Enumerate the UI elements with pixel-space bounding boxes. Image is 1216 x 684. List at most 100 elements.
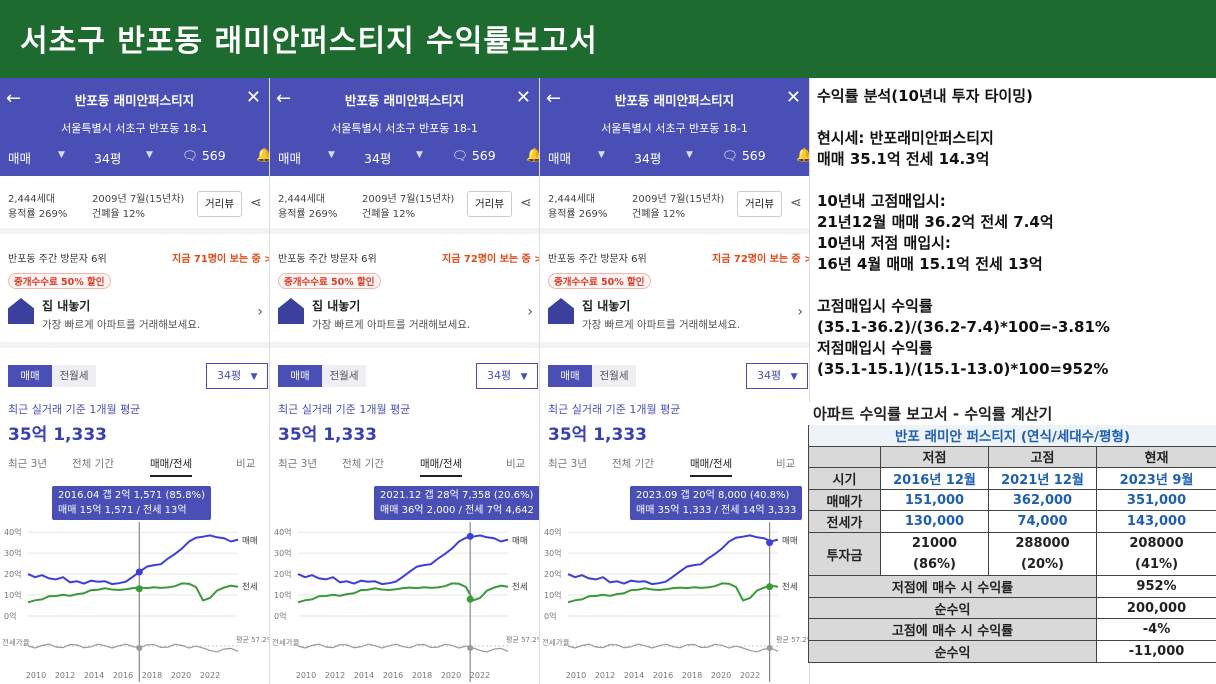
low-net-profit-label: 순수익 (808, 596, 1097, 620)
back-arrow-icon[interactable]: ← (276, 88, 292, 109)
divider (270, 228, 539, 234)
floor-area-ratio: 용적률 269% (8, 209, 68, 220)
average-price: 35억 1,333 (278, 425, 377, 445)
series-label: 매매 (242, 537, 258, 547)
deal-type-select[interactable]: 매매 (278, 151, 302, 166)
share-icon[interactable]: ⋖ (520, 195, 532, 211)
series-label: 전세 (242, 582, 258, 593)
high-net-profit-label: 순수익 (808, 639, 1097, 663)
street-view-button[interactable]: 거리뷰 (467, 191, 512, 217)
comment-count-value: 569 (741, 148, 766, 163)
high-return-label: 고점매입시 수익률 (817, 297, 933, 315)
household-info: 2,444세대 용적률 269% (278, 192, 337, 222)
speech-bubble-icon: 🗨 (182, 148, 198, 163)
coverage-ratio: 건폐율 12% (632, 209, 686, 220)
ratio-line (27, 643, 239, 653)
comment-count-value: 569 (471, 148, 496, 163)
close-icon[interactable]: ✕ (245, 87, 261, 108)
back-arrow-icon[interactable]: ← (546, 88, 562, 109)
deal-type-select[interactable]: 매매 (548, 151, 572, 166)
viewing-now-link[interactable]: 지금 72명이 보는 중 > (442, 254, 540, 265)
period-tab-sale-jeonse[interactable]: 매매/전세 (150, 456, 193, 477)
bell-icon[interactable]: 🔔 (526, 148, 539, 163)
share-icon[interactable]: ⋖ (250, 195, 262, 211)
share-icon[interactable]: ⋖ (790, 195, 802, 211)
tab-rent[interactable]: 전월세 (592, 365, 636, 387)
header-empty (808, 445, 881, 469)
period-tab-all[interactable]: 전체 기간 (72, 458, 114, 470)
close-icon[interactable]: ✕ (515, 87, 531, 108)
chevron-right-icon[interactable]: › (257, 304, 263, 320)
tab-sale[interactable]: 매매 (8, 365, 52, 387)
high-net-profit: -11,000 (1095, 639, 1216, 663)
app-header: ← 반포동 래미안퍼스티지 ✕ 서울특별시 서초구 반포동 18-1 매매 ▼ … (270, 78, 539, 176)
comment-count-value: 569 (201, 148, 226, 163)
street-view-button[interactable]: 거리뷰 (197, 191, 242, 217)
period-tab-sale-jeonse[interactable]: 매매/전세 (690, 456, 733, 477)
x-tick-label: 2018 (142, 671, 162, 680)
chart-size-select[interactable]: 34평 ▼ (476, 363, 538, 389)
period-tab-all[interactable]: 전체 기간 (612, 458, 654, 470)
divider (270, 342, 539, 348)
period-high: 2021년 12월 (988, 467, 1097, 490)
current-values: 매매 35.1억 전세 14.3억 (817, 150, 990, 168)
list-house-title[interactable]: 집 내놓기 (312, 299, 361, 313)
back-arrow-icon[interactable]: ← (6, 88, 22, 109)
close-icon[interactable]: ✕ (785, 87, 801, 108)
sale-now: 351,000 (1095, 488, 1216, 512)
bell-icon[interactable]: 🔔 (256, 148, 269, 163)
list-house-title[interactable]: 집 내놓기 (582, 299, 631, 313)
tooltip-price-line: 매매 15억 1,571 / 전세 13억 (58, 505, 187, 516)
size-select[interactable]: 34평 (94, 151, 122, 166)
chevron-right-icon[interactable]: › (527, 304, 533, 320)
x-tick-label: 2016 (383, 671, 403, 680)
bell-icon[interactable]: 🔔 (796, 148, 809, 163)
chart-size-select[interactable]: 34평 ▼ (746, 363, 808, 389)
viewing-now-link[interactable]: 지금 72명이 보는 중 > (712, 254, 810, 265)
current-label: 현시세: 반포래미안퍼스티지 (817, 129, 994, 147)
caret-down-icon: ▼ (520, 372, 528, 382)
period-tab-compare[interactable]: 비교 (776, 458, 796, 470)
street-view-button[interactable]: 거리뷰 (737, 191, 782, 217)
x-tick-label: 2014 (354, 671, 374, 680)
analysis-heading: 수익률 분석(10년내 투자 타이밍) (817, 87, 1033, 105)
comment-count[interactable]: 🗨 569 (722, 148, 766, 164)
size-select[interactable]: 34평 (634, 151, 662, 166)
period-tab-compare[interactable]: 비교 (236, 458, 256, 470)
tab-rent[interactable]: 전월세 (52, 365, 96, 387)
house-icon (8, 298, 34, 324)
deal-type-select[interactable]: 매매 (8, 151, 32, 166)
high-label: 10년내 고점매입시: (817, 192, 946, 210)
tab-sale[interactable]: 매매 (548, 365, 592, 387)
comment-count[interactable]: 🗨 569 (182, 148, 226, 164)
cursor-point-sale (135, 568, 143, 576)
chevron-down-icon: ▼ (598, 150, 605, 160)
tab-sale[interactable]: 매매 (278, 365, 322, 387)
period-tab-sale-jeonse[interactable]: 매매/전세 (420, 456, 463, 477)
tab-rent[interactable]: 전월세 (322, 365, 366, 387)
chevron-down-icon: ▼ (686, 150, 693, 160)
chevron-right-icon[interactable]: › (797, 304, 803, 320)
period-tab-compare[interactable]: 비교 (506, 458, 526, 470)
low-buy-return: 952% (1095, 575, 1216, 598)
size-select[interactable]: 34평 (364, 151, 392, 166)
ratio-average-label: 평균 57.2% (506, 635, 540, 644)
chevron-down-icon: ▼ (328, 150, 335, 160)
period-tab-all[interactable]: 전체 기간 (342, 458, 384, 470)
chart-size-select[interactable]: 34평 ▼ (206, 363, 268, 389)
calculator-subtitle: 반포 래미안 퍼스티지 (연식/세대수/평형) (807, 424, 1216, 447)
list-house-title[interactable]: 집 내놓기 (42, 299, 91, 313)
x-tick-label: 2016 (113, 671, 133, 680)
apartment-app-panel: ← 반포동 래미안퍼스티지 ✕ 서울특별시 서초구 반포동 18-1 매매 ▼ … (0, 78, 270, 684)
y-tick-label: 30억 (4, 548, 22, 558)
viewing-now-link[interactable]: 지금 71명이 보는 중 > (172, 254, 270, 265)
period-tab-3y[interactable]: 최근 3년 (548, 458, 587, 470)
chart-tooltip: 2021.12 갭 28억 7,358 (20.6%) 매매 36억 2,000… (374, 486, 539, 520)
comment-count[interactable]: 🗨 569 (452, 148, 496, 164)
period-tab-3y[interactable]: 최근 3년 (8, 458, 47, 470)
chart-size-value: 34평 (487, 369, 512, 382)
period-tab-3y[interactable]: 최근 3년 (278, 458, 317, 470)
